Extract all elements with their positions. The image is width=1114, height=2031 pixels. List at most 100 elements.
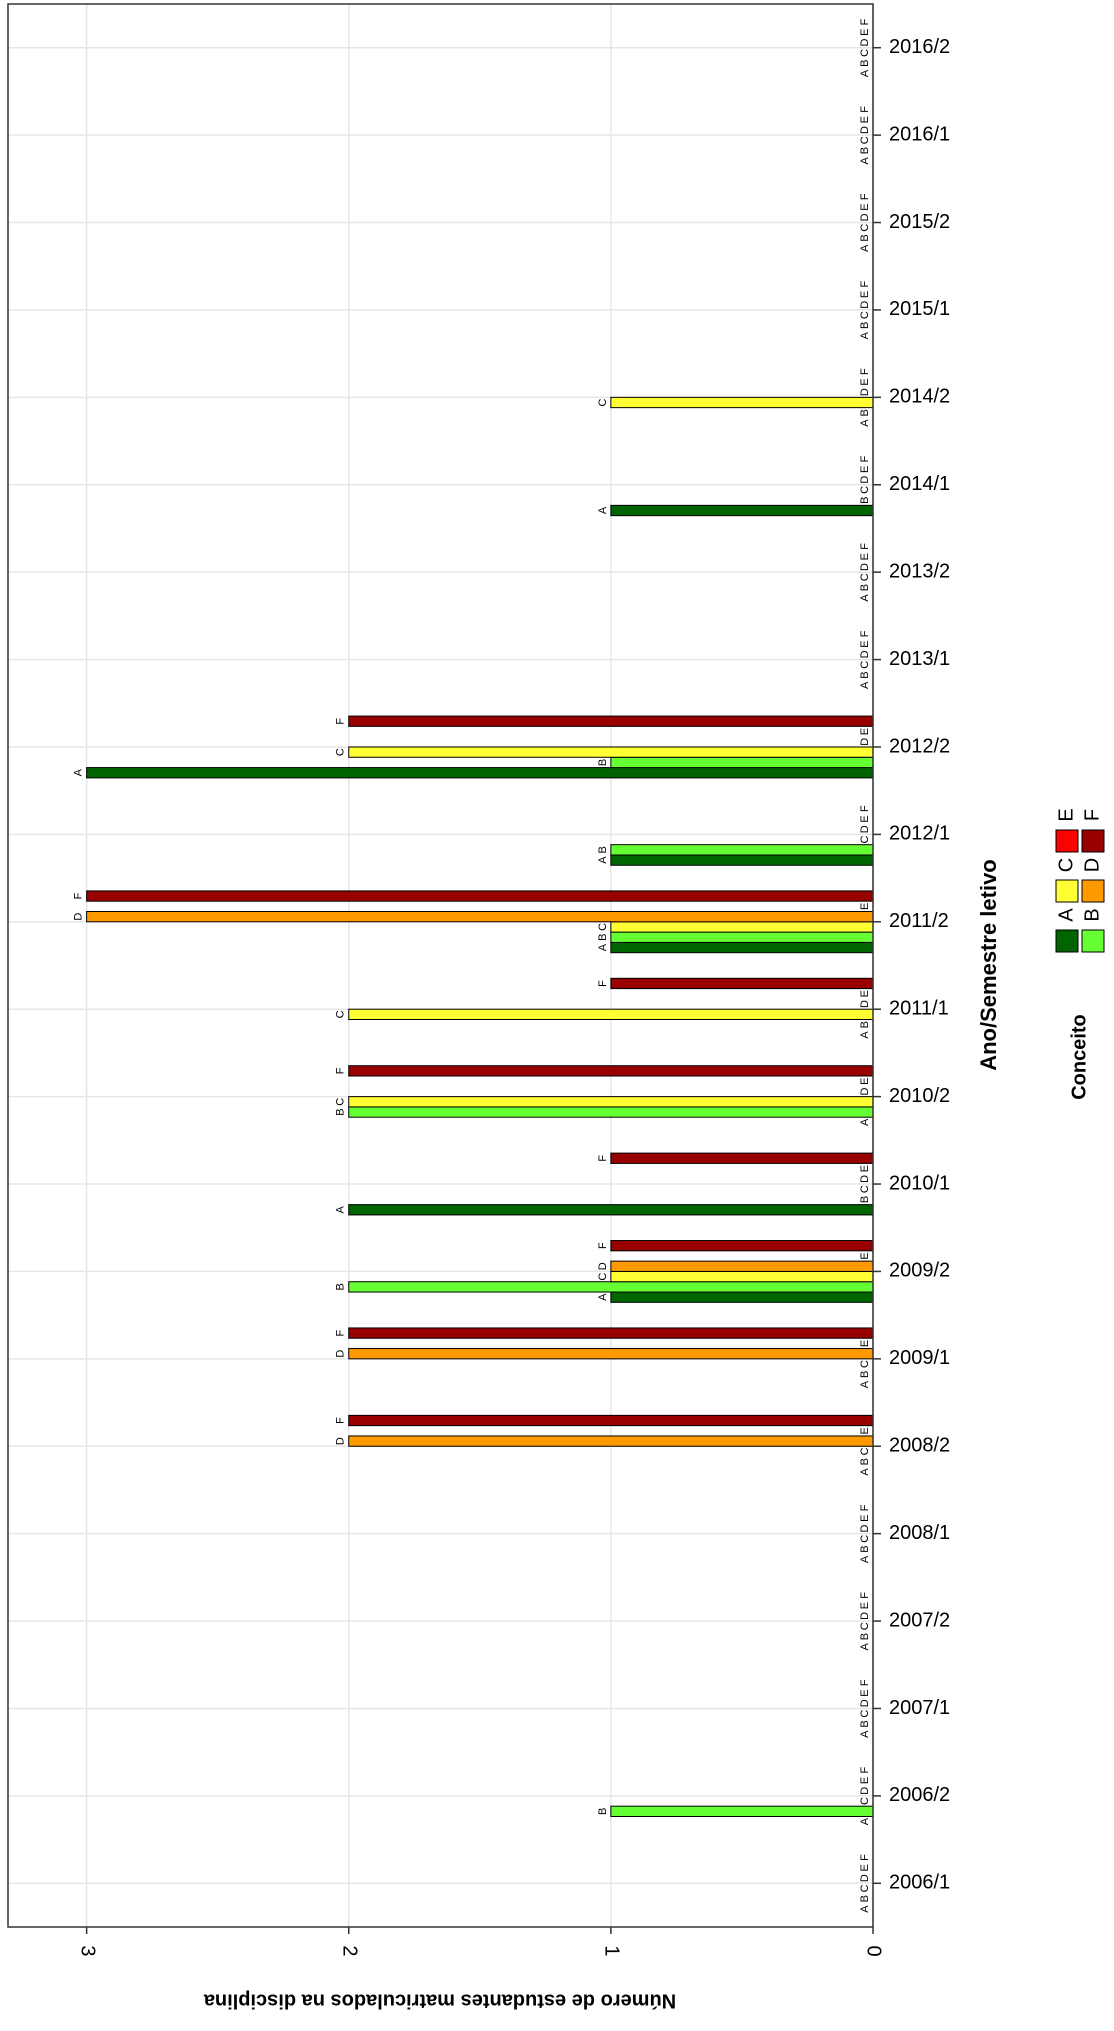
data-label: B [859, 1895, 871, 1902]
x-tick-label: 2009/2 [889, 1260, 950, 1282]
panel-border [7, 3, 874, 1928]
data-label: A [335, 1205, 347, 1213]
data-label: D [859, 1524, 871, 1532]
data-label: E [859, 378, 871, 385]
data-label: E [859, 1165, 871, 1172]
value-axis-title: Número de estudantes matriculados na dis… [203, 1990, 676, 2012]
bar [610, 1260, 874, 1272]
category-axis-title: Ano/Semestre letivo [976, 859, 1001, 1071]
data-label: D [859, 1087, 871, 1095]
data-label: F [859, 106, 871, 113]
data-label: B [597, 759, 609, 766]
x-tick-label: 2006/1 [889, 1872, 950, 1894]
x-tick-label: 2016/1 [889, 123, 950, 145]
data-label: D [859, 1787, 871, 1795]
data-label: B [597, 1808, 609, 1815]
data-label: C [859, 1797, 871, 1805]
data-label: C [597, 923, 609, 931]
bar [610, 504, 874, 517]
data-label: E [859, 553, 871, 560]
data-label: E [859, 640, 871, 647]
data-label: A [859, 331, 871, 339]
data-label: A [859, 1468, 871, 1476]
y-tick-label: 1 [601, 1945, 623, 1956]
data-label: F [859, 805, 871, 812]
x-tick-label: 2014/1 [889, 473, 950, 495]
legend-key [1081, 879, 1105, 903]
data-label: B [859, 147, 871, 154]
data-label: E [859, 1077, 871, 1084]
data-label: C [859, 1622, 871, 1630]
data-label: B [859, 671, 871, 678]
x-tick-label: 2008/2 [889, 1435, 950, 1457]
data-label: D [859, 563, 871, 571]
data-label: C [859, 1185, 871, 1193]
data-label: A [859, 419, 871, 427]
bar [610, 921, 874, 933]
data-label: F [859, 1767, 871, 1774]
bar [610, 844, 874, 856]
data-label: B [859, 1633, 871, 1640]
data-label: E [859, 1864, 871, 1871]
data-label: E [859, 1515, 871, 1522]
data-label: F [597, 1242, 609, 1249]
data-label: A [859, 1555, 871, 1563]
data-label: D [335, 1437, 347, 1445]
data-label: B [597, 934, 609, 941]
x-tick-label: 2015/2 [889, 211, 950, 233]
data-label: B [859, 234, 871, 241]
x-tick-label: 2016/2 [889, 36, 950, 58]
data-label: C [597, 1273, 609, 1281]
bar [610, 854, 874, 866]
data-label: F [335, 718, 347, 725]
legend-title: Conceito [1068, 1014, 1090, 1100]
data-label: E [859, 903, 871, 910]
data-label: D [859, 738, 871, 746]
data-label: A [859, 1905, 871, 1913]
data-label: D [859, 476, 871, 484]
legend-label: D [1081, 858, 1103, 872]
data-label: E [859, 116, 871, 123]
data-label: E [859, 990, 871, 997]
data-label: B [859, 1720, 871, 1727]
data-label: A [859, 69, 871, 77]
bar [348, 1065, 874, 1077]
x-tick-label: 2007/2 [889, 1609, 950, 1631]
data-label: D [859, 301, 871, 309]
data-label: C [859, 1535, 871, 1543]
data-label: C [335, 748, 347, 756]
data-label: B [859, 322, 871, 329]
data-label: A [859, 1642, 871, 1650]
bar [610, 977, 874, 990]
bar [348, 1008, 874, 1021]
data-label: A [597, 506, 609, 514]
data-label: D [859, 1000, 871, 1008]
data-label: E [859, 1427, 871, 1434]
data-label: E [859, 1689, 871, 1696]
bar [348, 1106, 874, 1118]
legend-label: E [1055, 808, 1077, 821]
data-label: B [335, 1283, 347, 1290]
data-label: F [859, 1504, 871, 1511]
data-label: D [597, 1262, 609, 1270]
x-tick-label: 2009/1 [889, 1347, 950, 1369]
bar [610, 1270, 874, 1283]
bar [348, 1281, 874, 1293]
bar [348, 1435, 874, 1447]
data-label: A [859, 157, 871, 165]
legend-label: F [1081, 809, 1103, 821]
data-label: A [597, 943, 609, 951]
legend-label: A [1055, 908, 1077, 922]
data-label: C [859, 136, 871, 144]
data-label: C [335, 1010, 347, 1018]
bar [610, 1805, 874, 1817]
bar [348, 1327, 874, 1339]
data-label: B [597, 846, 609, 853]
bar [348, 1096, 874, 1108]
legend-key [1081, 929, 1105, 953]
bar [610, 931, 874, 943]
bar [86, 767, 874, 779]
data-label: D [73, 913, 85, 921]
data-label: A [859, 244, 871, 252]
data-label: C [859, 224, 871, 232]
